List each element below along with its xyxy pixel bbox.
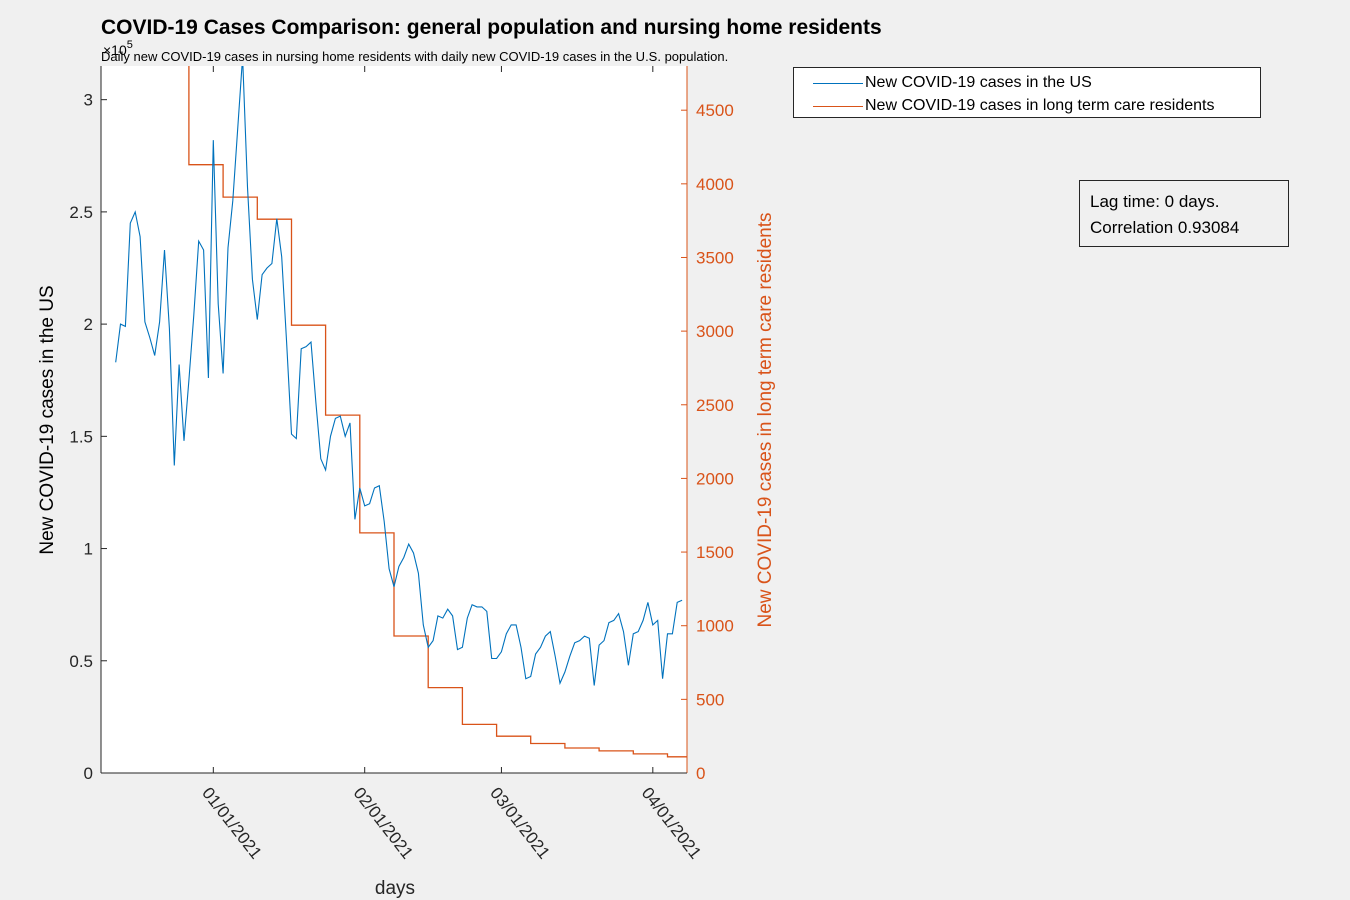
series-line-ltc — [188, 66, 687, 758]
legend-item-us: New COVID-19 cases in the US — [794, 72, 1092, 94]
left-tick-label: 1 — [84, 540, 93, 559]
x-tick-label: 03/01/2021 — [486, 784, 553, 863]
x-tick-label: 04/01/2021 — [638, 784, 705, 863]
y-axis-label-left: New COVID-19 cases in the US — [37, 285, 58, 554]
legend-label-us: New COVID-19 cases in the US — [865, 74, 1092, 91]
chart-title: COVID-19 Cases Comparison: general popul… — [101, 16, 882, 39]
legend-swatch-us — [813, 82, 863, 84]
right-tick-label: 3000 — [696, 322, 734, 341]
right-tick-label: 4000 — [696, 175, 734, 194]
left-tick-label: 0 — [84, 764, 93, 783]
legend-swatch-ltc — [813, 105, 863, 107]
plot-area — [101, 66, 687, 773]
right-tick-label: 500 — [696, 690, 724, 709]
left-tick-label: 2.5 — [69, 203, 93, 222]
lag-time-text: Lag time: 0 days. — [1090, 192, 1220, 211]
x-tick-label: 01/01/2021 — [198, 784, 265, 863]
right-tick-label: 1000 — [696, 617, 734, 636]
right-tick-label: 1500 — [696, 543, 734, 562]
left-tick-label: 2 — [84, 315, 93, 334]
x-tick-label: 02/01/2021 — [350, 784, 417, 863]
right-tick-label: 2000 — [696, 469, 734, 488]
left-tick-label: 1.5 — [69, 427, 93, 446]
left-tick-label: 0.5 — [69, 652, 93, 671]
right-tick-label: 0 — [696, 764, 705, 783]
x-axis-label: days — [375, 878, 415, 899]
left-tick-label: 3 — [84, 91, 93, 110]
correlation-annotation: Lag time: 0 days. Correlation 0.93084 — [1079, 180, 1289, 247]
right-tick-label: 3500 — [696, 248, 734, 267]
chart-subtitle: Daily new COVID-19 cases in nursing home… — [101, 49, 728, 64]
right-tick-label: 2500 — [696, 396, 734, 415]
y-axis-label-right: New COVID-19 cases in long term care res… — [755, 213, 776, 628]
correlation-text: Correlation 0.93084 — [1090, 218, 1240, 237]
left-y-axis: 0 0.5 1 1.5 2 2.5 3 — [69, 91, 107, 783]
right-y-axis: 0 500 1000 1500 2000 2500 3000 3500 4000 4500 — [681, 101, 734, 783]
right-tick-label: 4500 — [696, 101, 734, 120]
legend-label-ltc: New COVID-19 cases in long term care res… — [865, 97, 1215, 114]
legend: New COVID-19 cases in the US New COVID-1… — [793, 67, 1261, 118]
left-axis-exponent: ×105 — [103, 39, 133, 58]
legend-item-ltc: New COVID-19 cases in long term care res… — [794, 95, 1214, 117]
series-line-us — [115, 66, 683, 686]
